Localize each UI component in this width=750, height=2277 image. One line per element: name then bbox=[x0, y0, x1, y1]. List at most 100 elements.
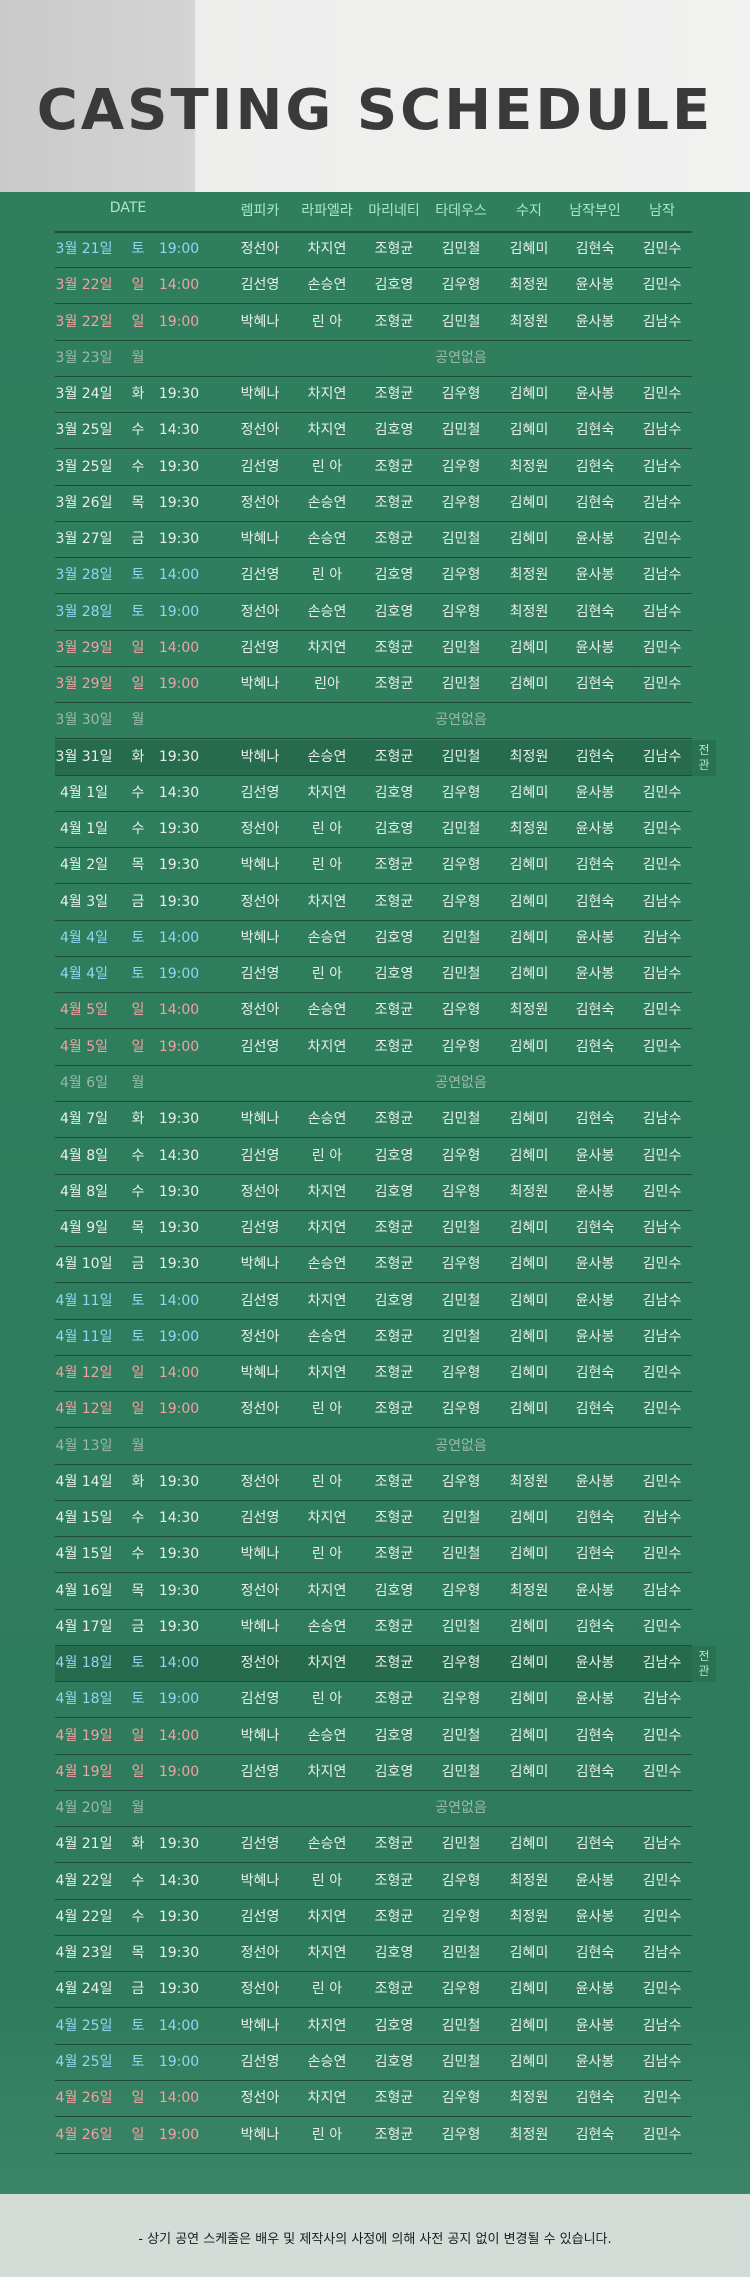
row-date: 4월 18일 bbox=[55, 1655, 113, 1672]
cast-member: 김민철 bbox=[441, 1220, 481, 1237]
cast-member: 김민수 bbox=[642, 1908, 682, 1925]
cast-member: 김민수 bbox=[642, 1763, 682, 1780]
cast-member: 김우형 bbox=[441, 1147, 481, 1164]
cast-member: 박혜나 bbox=[240, 1111, 280, 1128]
cast-member: 김현숙 bbox=[575, 1401, 615, 1418]
cast-member: 김민철 bbox=[441, 821, 481, 838]
cast-member: 김민철 bbox=[441, 1618, 481, 1635]
cast-member: 김혜미 bbox=[509, 676, 549, 693]
row-date: 4월 12일 bbox=[55, 1365, 113, 1382]
row-time: 14:30 bbox=[158, 1147, 200, 1164]
cast-member: 조형균 bbox=[374, 313, 414, 330]
row-weekday: 토 bbox=[131, 1328, 145, 1345]
row-date: 4월 5일 bbox=[59, 1002, 109, 1019]
table-row: 4월 25일 토 19:00 김선영 손승연 김호영 김민철 김혜미 윤사봉 김남수 bbox=[55, 2045, 692, 2081]
cast-member: 린 아 bbox=[311, 567, 343, 584]
cast-member: 최정원 bbox=[509, 277, 549, 294]
cast-member: 김우형 bbox=[441, 1691, 481, 1708]
row-date: 4월 2일 bbox=[59, 857, 109, 874]
cast-member: 정선아 bbox=[240, 1582, 280, 1599]
cast-member: 김남수 bbox=[642, 1582, 682, 1599]
table-row: 4월 14일 화 19:30 정선아 린 아 조형균 김우형 최정원 윤사봉 김민수 bbox=[55, 1465, 692, 1501]
row-time: 19:30 bbox=[158, 494, 200, 511]
row-time: 19:00 bbox=[158, 966, 200, 983]
cast-member: 김현숙 bbox=[575, 857, 615, 874]
cast-member: 김현숙 bbox=[575, 676, 615, 693]
cast-member: 윤사봉 bbox=[575, 531, 615, 548]
cast-member: 김민철 bbox=[441, 966, 481, 983]
cast-member: 차지연 bbox=[307, 1908, 347, 1925]
cast-member: 린 아 bbox=[311, 2126, 343, 2143]
cast-member: 정선아 bbox=[240, 1473, 280, 1490]
cast-member: 김남수 bbox=[642, 1292, 682, 1309]
cast-member: 김남수 bbox=[642, 2054, 682, 2070]
table-row: 4월 16일 목 19:30 정선아 차지연 김호영 김우형 최정원 윤사봉 김남수 bbox=[55, 1574, 692, 1610]
row-date: 4월 19일 bbox=[55, 1727, 113, 1744]
cast-member: 조형균 bbox=[374, 748, 414, 765]
cast-member: 김민수 bbox=[642, 1256, 682, 1273]
cast-member: 조형균 bbox=[374, 1908, 414, 1925]
row-weekday: 목 bbox=[131, 1220, 145, 1237]
cast-member: 린아 bbox=[314, 676, 340, 693]
cast-member: 조형균 bbox=[374, 893, 414, 910]
cast-member: 박혜나 bbox=[240, 748, 280, 765]
cast-member: 김민철 bbox=[441, 2017, 481, 2034]
row-time: 19:00 bbox=[158, 1328, 200, 1345]
cast-member: 윤사봉 bbox=[575, 567, 615, 584]
row-weekday: 일 bbox=[131, 1401, 145, 1418]
cast-member: 김혜미 bbox=[509, 1546, 549, 1563]
table-row: 4월 13일 월 공연없음 bbox=[55, 1429, 692, 1465]
cast-member: 김선영 bbox=[240, 1147, 280, 1164]
row-weekday: 월 bbox=[131, 712, 145, 729]
full-house-tag-char: 관 bbox=[698, 757, 710, 772]
cast-member: 손승연 bbox=[307, 1727, 347, 1744]
cast-member: 박혜나 bbox=[240, 313, 280, 330]
full-house-tag-char: 전 bbox=[698, 742, 710, 757]
cast-member: 김민철 bbox=[441, 676, 481, 693]
table-row: 4월 21일 화 19:30 김선영 손승연 조형균 김민철 김혜미 김현숙 김남수 bbox=[55, 1827, 692, 1864]
cast-member: 김현숙 bbox=[575, 1220, 615, 1237]
cast-member: 김우형 bbox=[441, 603, 481, 620]
row-date: 4월 22일 bbox=[55, 1872, 113, 1889]
cast-member: 조형균 bbox=[374, 1038, 414, 1055]
row-time: 14:00 bbox=[158, 639, 200, 656]
cast-member: 정선아 bbox=[240, 893, 280, 910]
cast-member: 조형균 bbox=[374, 1473, 414, 1490]
cast-member: 박혜나 bbox=[240, 676, 280, 693]
cast-member: 김선영 bbox=[240, 1763, 280, 1780]
row-time: 14:00 bbox=[158, 1655, 200, 1672]
row-weekday: 일 bbox=[131, 676, 145, 693]
row-time: 19:30 bbox=[158, 1981, 200, 1998]
row-date: 4월 25일 bbox=[55, 2054, 113, 2070]
cast-member: 김민철 bbox=[441, 1111, 481, 1128]
no-performance-label: 공연없음 bbox=[435, 1800, 487, 1817]
table-row: 4월 26일 일 14:00 정선아 차지연 조형균 김우형 최정원 김현숙 김민수 bbox=[55, 2081, 692, 2118]
cast-member: 김혜미 bbox=[509, 1763, 549, 1780]
row-weekday: 금 bbox=[131, 893, 145, 910]
row-time: 14:30 bbox=[158, 422, 200, 439]
cast-member: 김남수 bbox=[642, 1510, 682, 1527]
cast-member: 김민철 bbox=[441, 1328, 481, 1345]
cast-member: 윤사봉 bbox=[575, 277, 615, 294]
table-row: 4월 5일 일 19:00 김선영 차지연 조형균 김우형 김혜미 김현숙 김민수 bbox=[55, 1030, 692, 1066]
cast-member: 차지연 bbox=[307, 386, 347, 403]
row-time: 14:00 bbox=[158, 2017, 200, 2034]
row-date: 4월 24일 bbox=[55, 1981, 113, 1998]
table-row: 4월 8일 수 19:30 정선아 차지연 김호영 김우형 최정원 윤사봉 김민수 bbox=[55, 1175, 692, 1211]
row-date: 4월 13일 bbox=[55, 1437, 113, 1454]
row-weekday: 화 bbox=[131, 1473, 145, 1490]
row-date: 4월 14일 bbox=[55, 1473, 113, 1490]
table-row: 4월 15일 수 14:30 김선영 차지연 조형균 김민철 김혜미 김현숙 김남수 bbox=[55, 1501, 692, 1538]
cast-member: 김호영 bbox=[374, 567, 414, 584]
cast-member: 김호영 bbox=[374, 1183, 414, 1200]
cast-member: 윤사봉 bbox=[575, 2017, 615, 2034]
cast-member: 김우형 bbox=[441, 1183, 481, 1200]
row-weekday: 금 bbox=[131, 531, 145, 548]
table-row: 3월 22일 일 19:00 박혜나 린 아 조형균 김민철 최정원 윤사봉 김남수 bbox=[55, 305, 692, 341]
cast-member: 정선아 bbox=[240, 1002, 280, 1019]
row-time: 19:30 bbox=[158, 1945, 200, 1962]
cast-member: 김선영 bbox=[240, 1836, 280, 1853]
cast-member: 김혜미 bbox=[509, 929, 549, 946]
row-time: 14:30 bbox=[158, 1510, 200, 1527]
cast-member: 김민수 bbox=[642, 1183, 682, 1200]
